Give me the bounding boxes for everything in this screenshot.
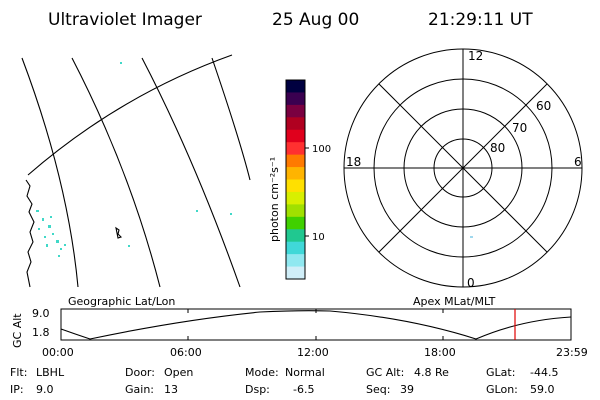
colorbar-cell (286, 216, 305, 230)
polar-plot (343, 48, 583, 288)
polar-diagonal (378, 83, 548, 253)
latitude-line (27, 54, 233, 176)
mlt-label-18: 18 (346, 155, 361, 169)
longitude-line (21, 57, 79, 288)
observation-time: 21:29:11 UT (428, 10, 533, 30)
polar-aurora-pixel (470, 236, 473, 238)
colorbar-cell (286, 142, 305, 156)
observation-date: 25 Aug 00 (272, 10, 359, 30)
colorbar-label: photon cm⁻²s⁻¹ (268, 157, 281, 242)
colorbar-tick-label: 100 (312, 144, 331, 155)
ip-value: 9.0 (36, 383, 54, 396)
altitude-tick-label: 1.8 (32, 326, 50, 339)
filter-label: Flt: (10, 366, 27, 379)
dsp-label: Dsp: (245, 383, 270, 396)
colorbar-frame (285, 79, 306, 280)
mode-value: Normal (285, 366, 325, 379)
geographic-map-panel (21, 54, 251, 288)
glat-label: GLat: (486, 366, 515, 379)
instrument-title: Ultraviolet Imager (48, 10, 202, 30)
colorbar: 100 10 photon cm⁻²s⁻¹ (268, 79, 331, 280)
colorbar-cell (286, 191, 305, 205)
mode-label: Mode: (245, 366, 279, 379)
coastline (25, 179, 35, 288)
time-tick-label: 23:59 (556, 346, 588, 359)
mlt-label-12: 12 (468, 49, 483, 63)
colorbar-cell (286, 154, 305, 168)
door-value: Open (164, 366, 193, 379)
colorbar-cell (286, 117, 305, 131)
colorbar-cell (286, 254, 305, 268)
colorbar-cell (286, 204, 305, 218)
altitude-curve (60, 310, 572, 340)
door-label: Door: (125, 366, 155, 379)
gcalt-value: 4.8 Re (414, 366, 449, 379)
time-axis-labels: 00:00 06:00 12:00 18:00 23:59 (42, 346, 588, 359)
glon-value: 59.0 (530, 383, 555, 396)
colorbar-gradient (286, 80, 305, 280)
altitude-tick-label: 9.0 (32, 307, 50, 320)
gcalt-label: GC Alt: (366, 366, 404, 379)
polar-labels: 12 18 6 0 60 70 80 (346, 49, 582, 290)
longitude-line (141, 57, 241, 288)
coastline-island (115, 226, 123, 239)
gain-label: Gain: (125, 383, 154, 396)
seq-label: Seq: (366, 383, 390, 396)
glon-label: GLon: (486, 383, 518, 396)
time-tick-label: 06:00 (170, 346, 202, 359)
colorbar-cell (286, 167, 305, 181)
colorbar-cell (286, 92, 305, 106)
altitude-plot-frame (60, 308, 572, 341)
mlt-label-6: 6 (574, 155, 582, 169)
seq-value: 39 (400, 383, 414, 396)
aurora-speckles (36, 62, 232, 257)
ip-label: IP: (10, 383, 24, 396)
gain-value: 13 (164, 383, 178, 396)
geographic-label: Geographic Lat/Lon (68, 295, 175, 308)
time-tick-label: 18:00 (424, 346, 456, 359)
altitude-axis-label: GC Alt (11, 313, 24, 348)
altitude-time-ticks (187, 309, 444, 340)
altitude-plot: GC Alt 9.0 1.8 00:00 06:00 12:00 18:00 2… (11, 307, 588, 359)
time-tick-label: 12:00 (297, 346, 329, 359)
colorbar-cell (286, 241, 305, 255)
mlt-label-0: 0 (467, 276, 475, 290)
colorbar-cell (286, 104, 305, 118)
longitude-line (211, 57, 251, 181)
lat-label-60: 60 (536, 99, 551, 113)
longitude-line (71, 57, 161, 288)
colorbar-tick-label: 10 (312, 232, 325, 243)
dsp-value: -6.5 (293, 383, 314, 396)
lat-label-70: 70 (512, 121, 527, 135)
glat-value: -44.5 (530, 366, 558, 379)
colorbar-cell (286, 266, 305, 280)
colorbar-cell (286, 129, 305, 143)
colorbar-cell (286, 179, 305, 193)
apex-label: Apex MLat/MLT (413, 295, 496, 308)
parameter-readout: Flt: LBHL IP: 9.0 Door: Open Gain: 13 Mo… (10, 366, 558, 396)
lat-label-80: 80 (490, 141, 505, 155)
colorbar-cell (286, 80, 305, 94)
filter-value: LBHL (36, 366, 65, 379)
time-tick-label: 00:00 (42, 346, 74, 359)
colorbar-cell (286, 229, 305, 243)
